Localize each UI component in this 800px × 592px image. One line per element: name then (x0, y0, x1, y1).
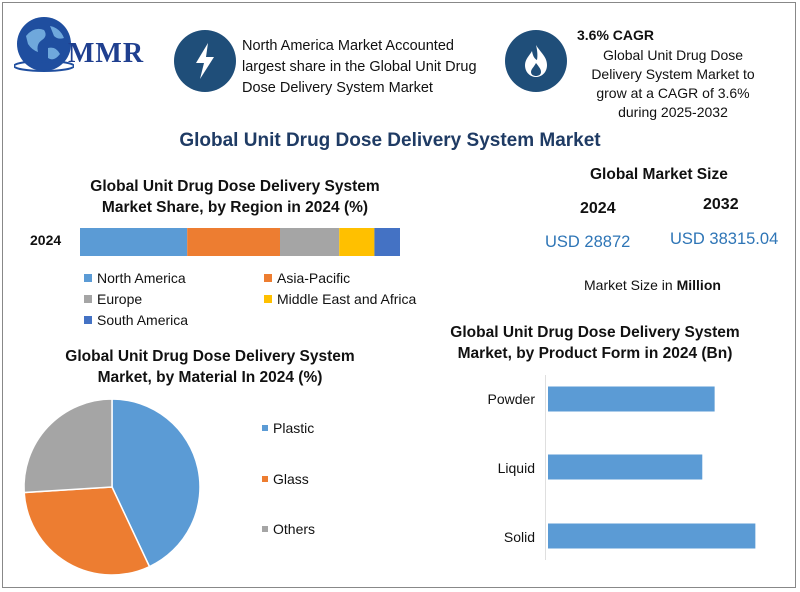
stack-segment-europe (280, 228, 340, 256)
info-cagr: Global Unit Drug Dose Delivery System Ma… (591, 47, 755, 120)
legend-swatch (264, 274, 272, 282)
market-size-note: Market Size in Million (584, 277, 721, 293)
info-north-america: North America Market Accounted largest s… (242, 38, 477, 96)
stack-segment-asia-pacific (187, 228, 280, 256)
product-bar-chart (545, 375, 756, 560)
legend-swatch (264, 295, 272, 303)
bar-solid (548, 523, 756, 549)
region-stacked-bar (80, 228, 400, 256)
legend-label: Glass (273, 471, 309, 487)
market-size-value-2024: USD 28872 (545, 233, 631, 251)
market-size-title: Global Market Size (590, 166, 728, 183)
legend-asia-pacific: Asia-Pacific (264, 270, 350, 286)
legend-glass: Glass (262, 471, 309, 487)
stack-segment-north-america (80, 228, 188, 256)
pie-slice-plastic (111, 398, 201, 568)
pie-slice-glass (23, 486, 151, 576)
legend-south-america: South America (84, 312, 188, 328)
legend-swatch (84, 295, 92, 303)
legend-swatch (262, 425, 268, 431)
legend-swatch (262, 476, 268, 482)
legend-label: South America (97, 312, 189, 328)
region-chart-title: Global Unit Drug Dose Delivery System Ma… (90, 178, 380, 216)
legend-label: Others (273, 521, 316, 537)
stack-segment-middle-east-and-africa (339, 228, 375, 256)
logo-text: MMR (68, 38, 145, 69)
cagr-title: 3.6% CAGR (577, 27, 655, 43)
material-chart-title: Global Unit Drug Dose Delivery System Ma… (65, 348, 355, 386)
bar-label-powder: Powder (487, 391, 535, 407)
legend-middle-east-africa: Middle East and Africa (264, 291, 416, 307)
bar-label-liquid: Liquid (497, 460, 535, 476)
globe-logo-icon (13, 14, 75, 74)
bar-powder (548, 386, 715, 412)
market-size-year-2024: 2024 (580, 200, 616, 217)
region-category-label: 2024 (30, 232, 62, 248)
bar-label-solid: Solid (503, 529, 535, 545)
bar-liquid (548, 454, 703, 480)
market-size-value-2032: USD 38315.04 (670, 230, 779, 248)
legend-label: Europe (97, 291, 143, 307)
legend-swatch (262, 526, 268, 532)
material-pie-chart (23, 398, 201, 576)
legend-plastic: Plastic (262, 420, 314, 436)
legend-others: Others (262, 521, 315, 537)
stack-segment-south-america (374, 228, 400, 256)
legend-label: Asia-Pacific (277, 270, 351, 286)
legend-label: North America (97, 270, 186, 286)
legend-swatch (84, 316, 92, 324)
legend-swatch (84, 274, 92, 282)
pie-slice-others (23, 398, 113, 494)
legend-label: Middle East and Africa (277, 291, 417, 307)
market-size-year-2032: 2032 (703, 196, 739, 213)
lightning-icon (174, 30, 236, 92)
main-title: Global Unit Drug Dose Delivery System Ma… (179, 130, 601, 151)
market-size-note-unit: Million (676, 277, 721, 293)
legend-north-america: North America (84, 270, 186, 286)
market-size-note-prefix: Market Size in (584, 277, 677, 293)
product-chart-title: Global Unit Drug Dose Delivery System Ma… (450, 324, 740, 362)
legend-label: Plastic (273, 420, 315, 436)
flame-icon (505, 30, 567, 92)
legend-europe: Europe (84, 291, 142, 307)
